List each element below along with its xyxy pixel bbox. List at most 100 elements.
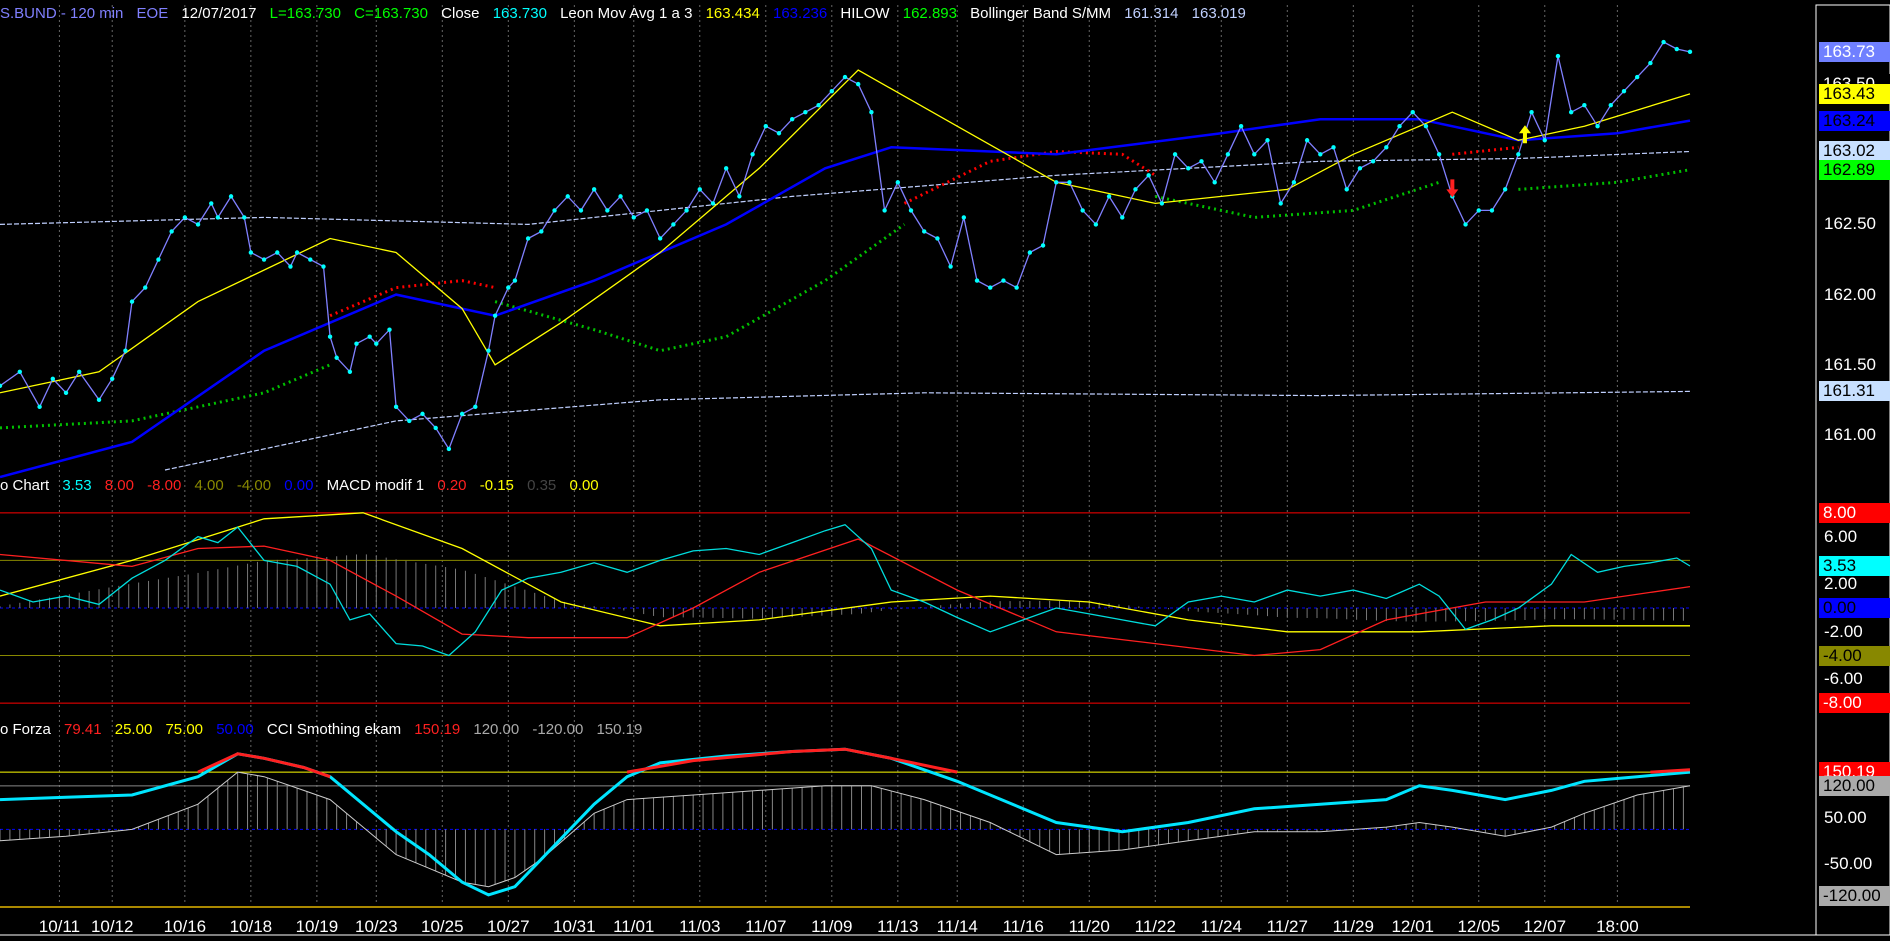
macd-value-tag: -8.00 <box>1819 693 1890 714</box>
cci-overbought-segment-0 <box>197 752 331 779</box>
signal-arrow-down-0 <box>1446 179 1459 198</box>
close-price-point-125 <box>1595 124 1600 129</box>
macd-fast-line <box>0 523 1691 657</box>
cci-line <box>0 747 1691 897</box>
close-price-point-91 <box>1146 173 1151 178</box>
close-price-point-2 <box>37 404 42 410</box>
x-tick-label: 10/11 <box>38 917 81 936</box>
close-price-point-24 <box>308 257 313 262</box>
price-value-tag: 163.24 <box>1819 110 1890 131</box>
close-price-point-59 <box>723 166 729 171</box>
close-price-point-51 <box>618 194 623 199</box>
x-tick-label: 12/01 <box>1391 917 1435 936</box>
close-price-point-77 <box>961 215 967 220</box>
signal-arrow-up-1 <box>1518 125 1531 144</box>
macd-m4: 0.00 <box>569 477 599 494</box>
close-price-point-105 <box>1331 145 1336 150</box>
close-price-point-117 <box>1489 208 1495 213</box>
close-price-point-7 <box>110 376 115 381</box>
close-price-point-129 <box>1648 60 1653 66</box>
close-price-point-102 <box>1291 180 1297 185</box>
macd-signal-line <box>0 512 1690 633</box>
close-price-point-25 <box>321 264 326 269</box>
close-price-point-67 <box>829 88 834 94</box>
forza-v4: 50.00 <box>216 721 254 738</box>
close-price-point-20 <box>261 257 267 262</box>
macd-m3: 0.35 <box>527 477 557 494</box>
close-price-point-57 <box>697 187 702 192</box>
close-price-point-38 <box>459 411 465 417</box>
close-price-point-40 <box>486 348 491 353</box>
close-price-point-98 <box>1238 124 1244 129</box>
close-price-point-23 <box>294 250 300 255</box>
close-price-point-96 <box>1212 180 1217 185</box>
close-price-point-37 <box>446 446 452 452</box>
x-tick-label: 10/27 <box>487 917 530 936</box>
close-price-point-22 <box>288 264 293 269</box>
close-price-point-32 <box>387 327 392 332</box>
close-price-point-127 <box>1621 88 1627 94</box>
osc-v4: 4.00 <box>194 477 224 494</box>
close-price-point-6 <box>96 397 102 403</box>
close-price-point-80 <box>1001 278 1006 283</box>
close-price-point-9 <box>129 299 135 304</box>
close-price-point-44 <box>525 236 531 241</box>
close-price-point-73 <box>908 208 914 213</box>
close-price-point-10 <box>143 285 148 290</box>
cci-legend: CCI Smothing ekam <box>266 721 402 738</box>
close-price-point-130 <box>1661 39 1666 45</box>
forza-v3: 75.00 <box>165 721 204 738</box>
forza-v1: 79.41 <box>64 721 102 738</box>
cci-panel-header: o Forza 79.41 25.00 75.00 50.00 CCI Smot… <box>0 721 651 738</box>
close-price-point-100 <box>1265 138 1270 143</box>
close-price-point-99 <box>1252 152 1257 157</box>
close-price-point-14 <box>195 222 201 227</box>
cci-c4: 150.19 <box>596 721 643 738</box>
macd-y-tick: 6.00 <box>1824 526 1858 546</box>
x-tick-label: 11/09 <box>811 917 853 936</box>
forza-grey-line <box>0 771 1691 888</box>
x-tick-label: 10/18 <box>229 917 273 936</box>
x-tick-label: 11/29 <box>1332 917 1374 936</box>
close-price-point-78 <box>974 278 980 283</box>
close-price-point-88 <box>1106 194 1112 199</box>
close-price-point-1 <box>17 369 23 374</box>
close-price-point-90 <box>1133 187 1138 192</box>
hilow-line <box>0 117 1691 479</box>
close-price-point-45 <box>539 229 544 234</box>
cci-y-tick: -50.00 <box>1824 853 1873 873</box>
close-price-point-104 <box>1318 152 1323 157</box>
cci-overbought-segment-2 <box>1650 768 1691 774</box>
close-price-point-50 <box>605 208 610 213</box>
x-tick-label: 11/16 <box>1002 917 1044 936</box>
close-price-point-81 <box>1014 285 1019 290</box>
close-price-point-19 <box>248 250 254 255</box>
close-price-point-74 <box>922 229 927 234</box>
sar-segment-2 <box>494 223 906 353</box>
close-price-point-65 <box>803 109 808 115</box>
close-price-point-113 <box>1436 152 1442 157</box>
price-y-tick: 161.50 <box>1824 354 1876 374</box>
close-price-point-42 <box>506 285 511 290</box>
macd-m2: -0.15 <box>479 477 514 494</box>
close-price-point-86 <box>1080 208 1085 213</box>
close-price-point-71 <box>882 208 887 213</box>
sar-segment-4 <box>1154 180 1440 219</box>
x-tick-label: 10/19 <box>295 917 339 936</box>
x-tick-label: 11/20 <box>1068 917 1110 936</box>
price-value-tag: 163.02 <box>1819 141 1890 162</box>
price-value-tag: 163.43 <box>1819 83 1890 104</box>
sar-segment-3 <box>903 149 1157 205</box>
sar-segment-6 <box>1518 168 1691 191</box>
price-y-tick: 162.50 <box>1824 214 1876 234</box>
close-price-point-36 <box>433 425 438 431</box>
close-price-point-18 <box>242 215 247 220</box>
x-tick-label: 10/16 <box>163 917 207 936</box>
close-price-point-83 <box>1040 243 1046 248</box>
close-price-point-120 <box>1529 109 1534 115</box>
macd-y-tick: 2.00 <box>1824 574 1858 594</box>
cci-value-tag: 120.00 <box>1819 775 1890 796</box>
forza-label: o Forza <box>0 721 51 738</box>
osc-v5: -4.00 <box>236 477 272 494</box>
